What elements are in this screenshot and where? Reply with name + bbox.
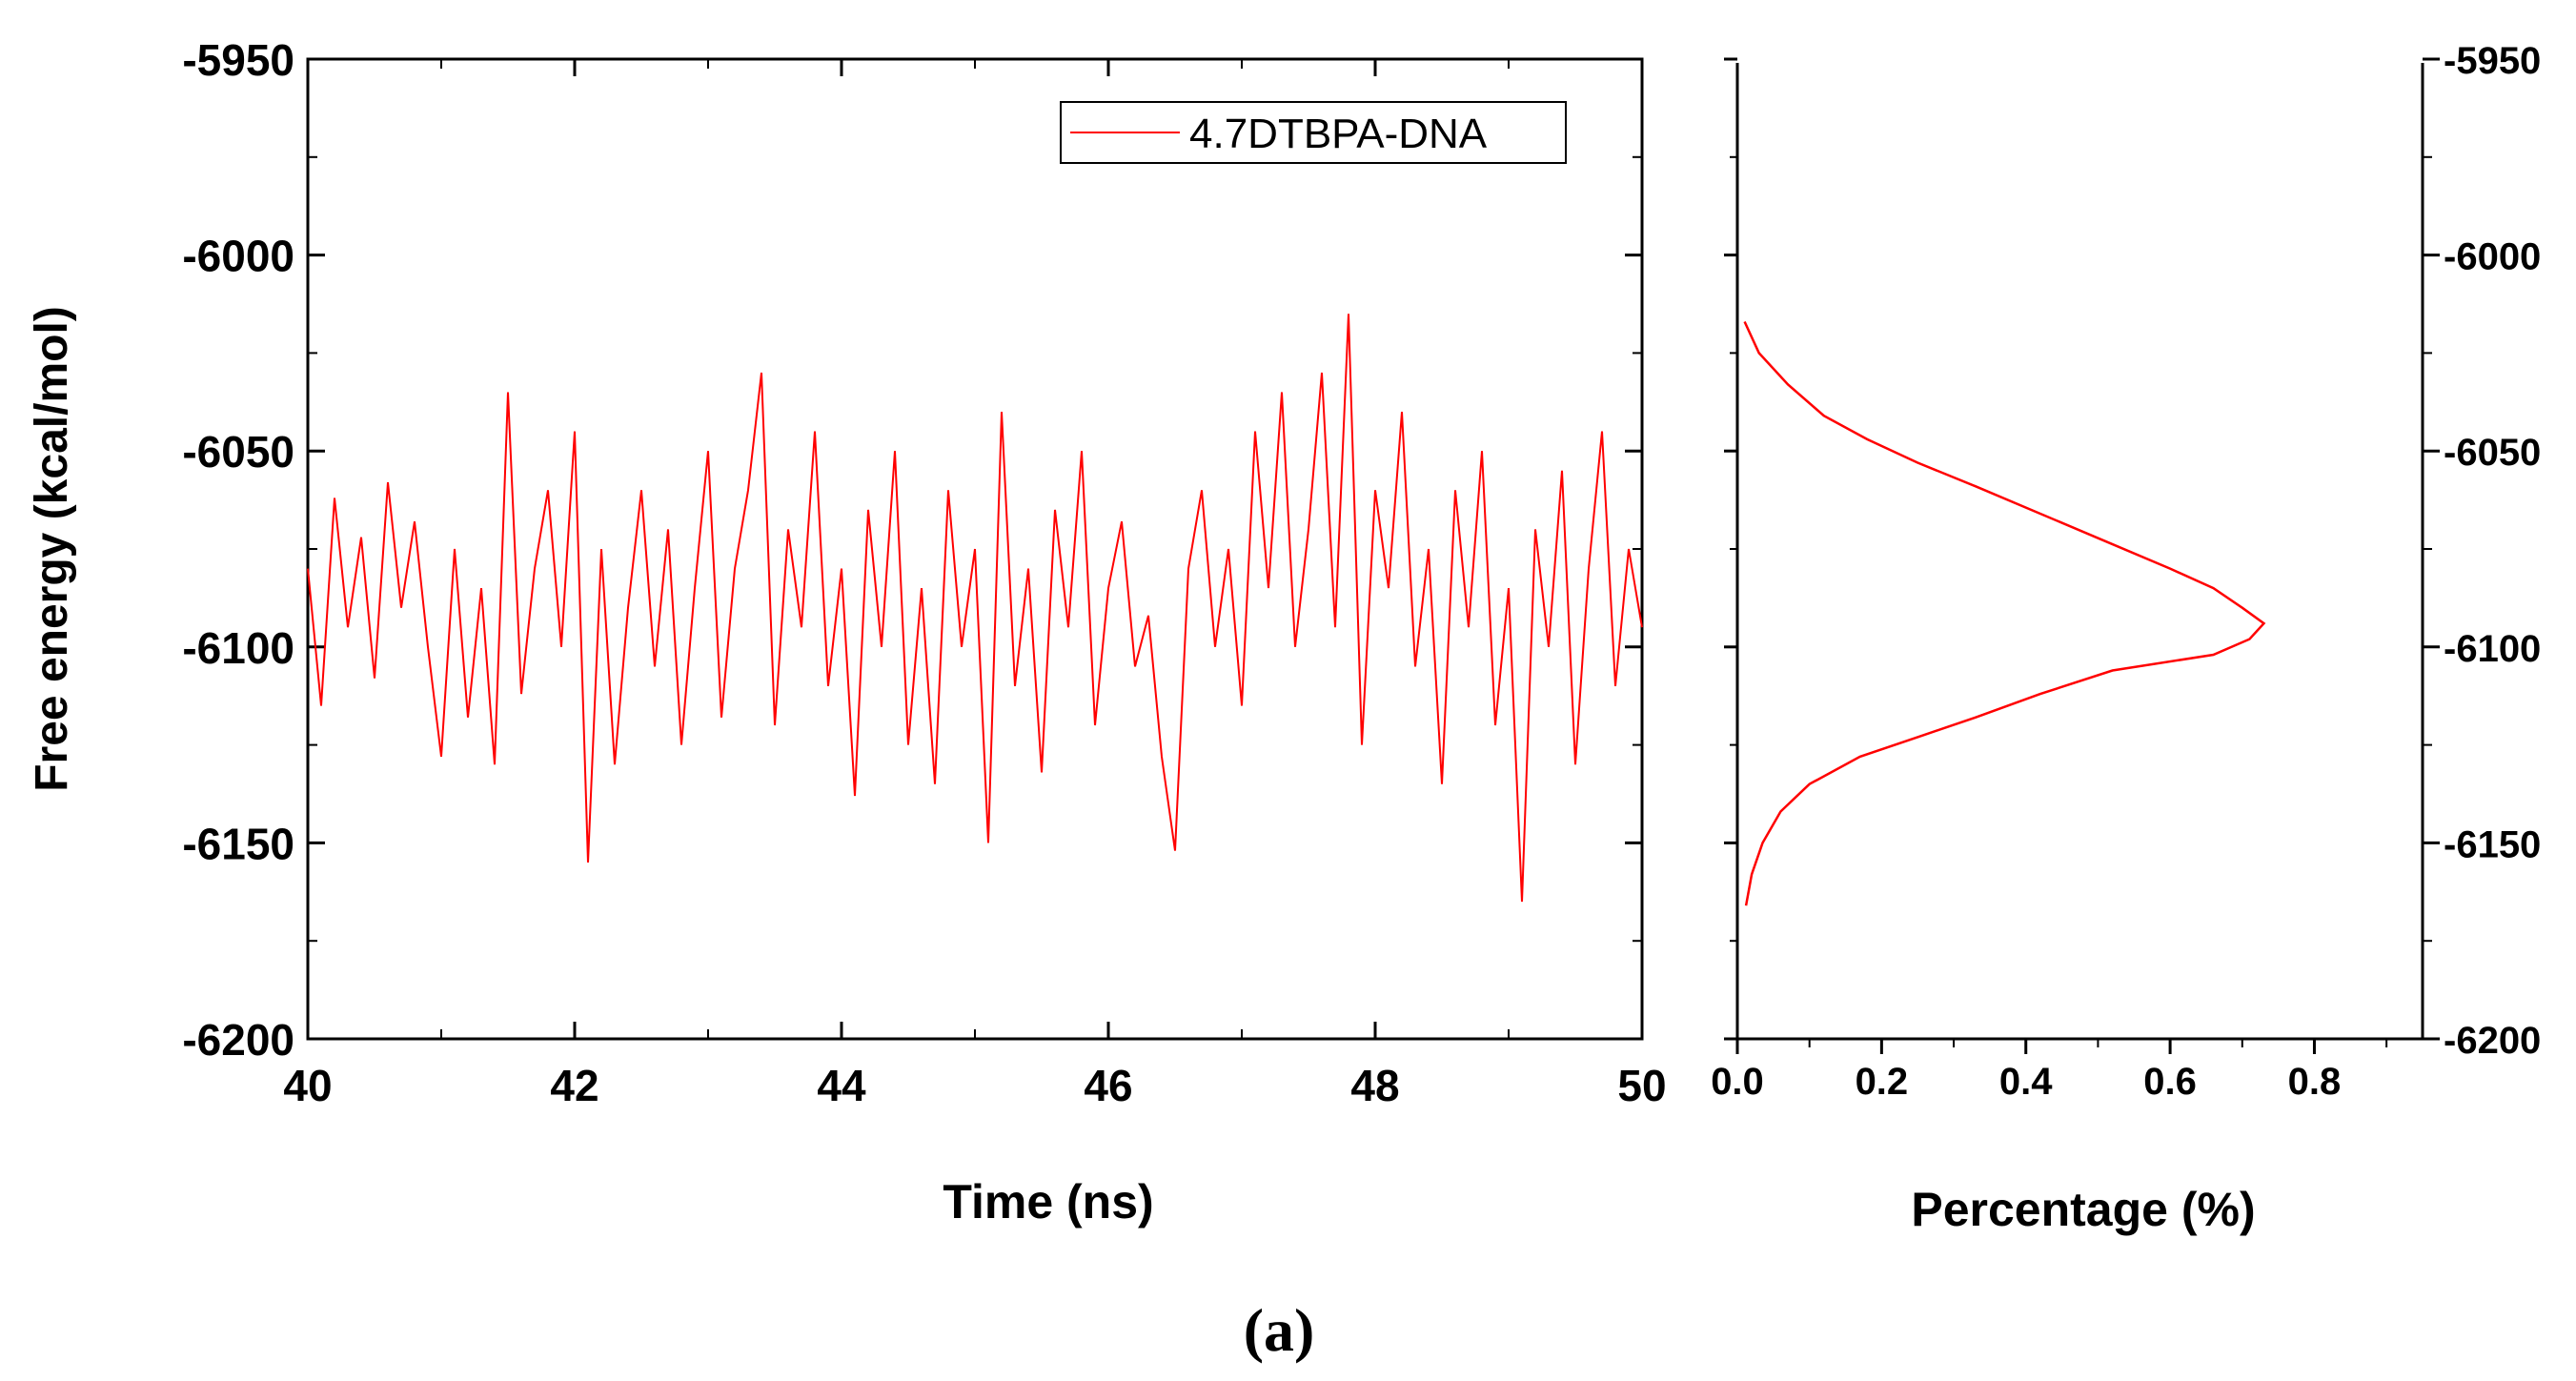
figure-caption: (a) bbox=[1244, 1296, 1315, 1364]
left-axis-ticks bbox=[306, 57, 1644, 1041]
left-y-tick-label: -6100 bbox=[182, 623, 294, 673]
left-x-tick-label: 46 bbox=[1084, 1061, 1132, 1110]
left-x-tick-label: 48 bbox=[1350, 1061, 1399, 1110]
right-x-tick-label: 0.0 bbox=[1711, 1061, 1764, 1103]
x-axis-title-percentage: Percentage (%) bbox=[1911, 1183, 2255, 1236]
distribution-panel: -5950 -6000 -6050 -6100 -6150 -6200 0.0 0.2 0.4… bbox=[1711, 40, 2541, 1236]
y-axis-title-free-energy: Free energy (kcal/mol) bbox=[27, 306, 77, 792]
legend: 4.7DTBPA-DNA bbox=[1060, 101, 1567, 164]
legend-label: 4.7DTBPA-DNA bbox=[1189, 111, 1488, 157]
left-x-tick-label: 44 bbox=[817, 1061, 866, 1110]
left-y-tick-label: -6200 bbox=[182, 1015, 294, 1065]
left-y-tick-label: -6050 bbox=[182, 427, 294, 477]
left-x-tick-labels: 40 42 44 46 48 50 bbox=[283, 1061, 1666, 1110]
right-x-tick-label: 0.6 bbox=[2143, 1061, 2197, 1103]
right-y-tick-label: -6150 bbox=[2444, 823, 2541, 865]
left-x-tick-label: 50 bbox=[1617, 1061, 1666, 1110]
right-x-tick-label: 0.2 bbox=[1856, 1061, 1909, 1103]
right-x-tick-label: 0.8 bbox=[2288, 1061, 2342, 1103]
left-x-tick-label: 42 bbox=[550, 1061, 598, 1110]
left-y-tick-label: -6000 bbox=[182, 232, 294, 281]
time-series-panel: -5950-6000-6050-6100-6150-6200 40 42 44 46 4… bbox=[27, 35, 1667, 1229]
distribution-curve bbox=[1743, 320, 2266, 906]
right-y-tick-label: -6100 bbox=[2444, 628, 2541, 670]
left-y-tick-labels: -5950 -6000 -6050 -6100 -6150 -6200 bbox=[182, 35, 294, 1065]
x-axis-title-time: Time (ns) bbox=[943, 1175, 1153, 1229]
right-x-tick-labels: 0.0 0.2 0.4 0.6 0.8 bbox=[1711, 1061, 2341, 1103]
right-y-tick-label: -6000 bbox=[2444, 236, 2541, 278]
series-line-4-7dtbpa-dna bbox=[307, 314, 1643, 903]
right-y-tick-label: -6050 bbox=[2444, 432, 2541, 474]
left-x-tick-label: 40 bbox=[283, 1061, 332, 1110]
right-x-tick-label: 0.4 bbox=[1999, 1061, 2053, 1103]
right-y-tick-labels: -5950 -6000 -6050 -6100 -6150 -6200 bbox=[2444, 40, 2541, 1062]
left-y-tick-label: -5950 bbox=[182, 35, 294, 85]
right-y-tick-label: -6200 bbox=[2444, 1020, 2541, 1062]
right-axis-ticks bbox=[1724, 57, 2440, 1054]
left-y-tick-label: -6150 bbox=[182, 819, 294, 868]
right-y-tick-label: -5950 bbox=[2444, 40, 2541, 82]
